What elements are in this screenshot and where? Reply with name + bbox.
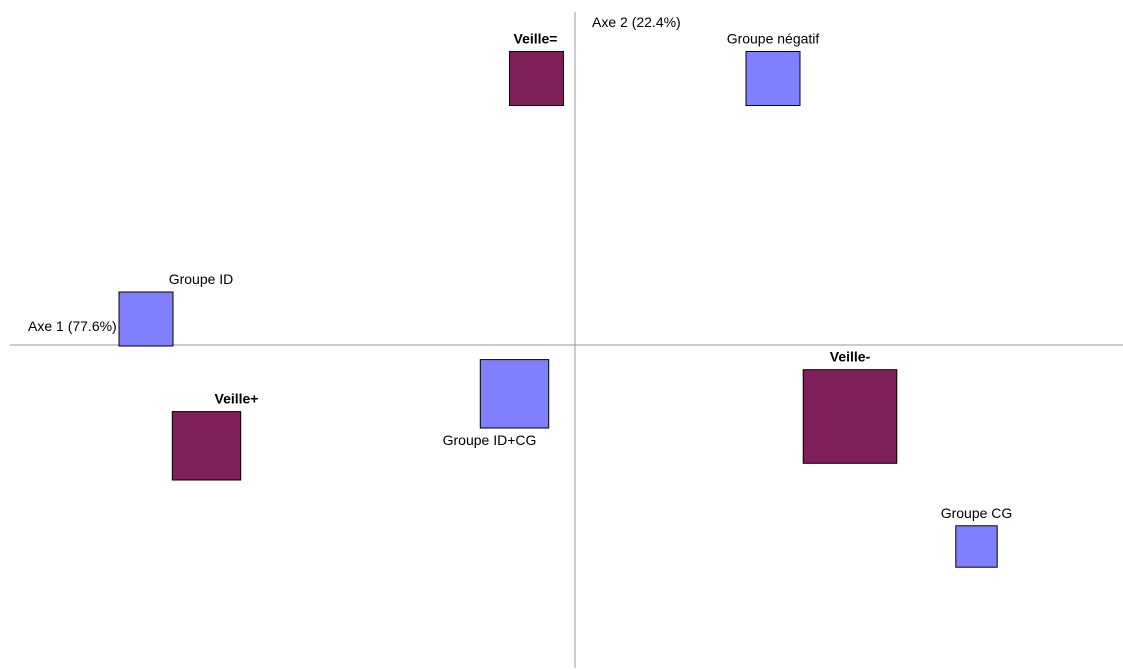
marker-veille-plus	[171, 411, 242, 481]
marker-groupe-cg	[955, 525, 998, 568]
axis-2-label: Axe 2 (22.4%)	[592, 14, 681, 30]
label-groupe-cg: Groupe CG	[941, 505, 1013, 521]
axis-1-label: Axe 1 (77.6%)	[28, 318, 117, 334]
label-veille-equal: Veille=	[514, 31, 558, 47]
marker-groupe-negatif	[745, 51, 801, 106]
label-groupe-id: Groupe ID	[169, 271, 234, 287]
label-groupe-negatif: Groupe négatif	[727, 31, 820, 47]
marker-groupe-id-pluscg	[479, 359, 550, 429]
label-veille-plus: Veille+	[215, 391, 259, 407]
marker-groupe-id	[118, 291, 174, 347]
label-groupe-id-pluscg: Groupe ID+CG	[443, 432, 537, 448]
marker-veille-equal	[509, 51, 564, 106]
marker-veille-minus	[802, 369, 898, 464]
data-points: Groupe négatif Groupe ID Groupe ID+CG Group…	[118, 31, 1013, 568]
label-veille-minus: Veille-	[830, 349, 871, 365]
